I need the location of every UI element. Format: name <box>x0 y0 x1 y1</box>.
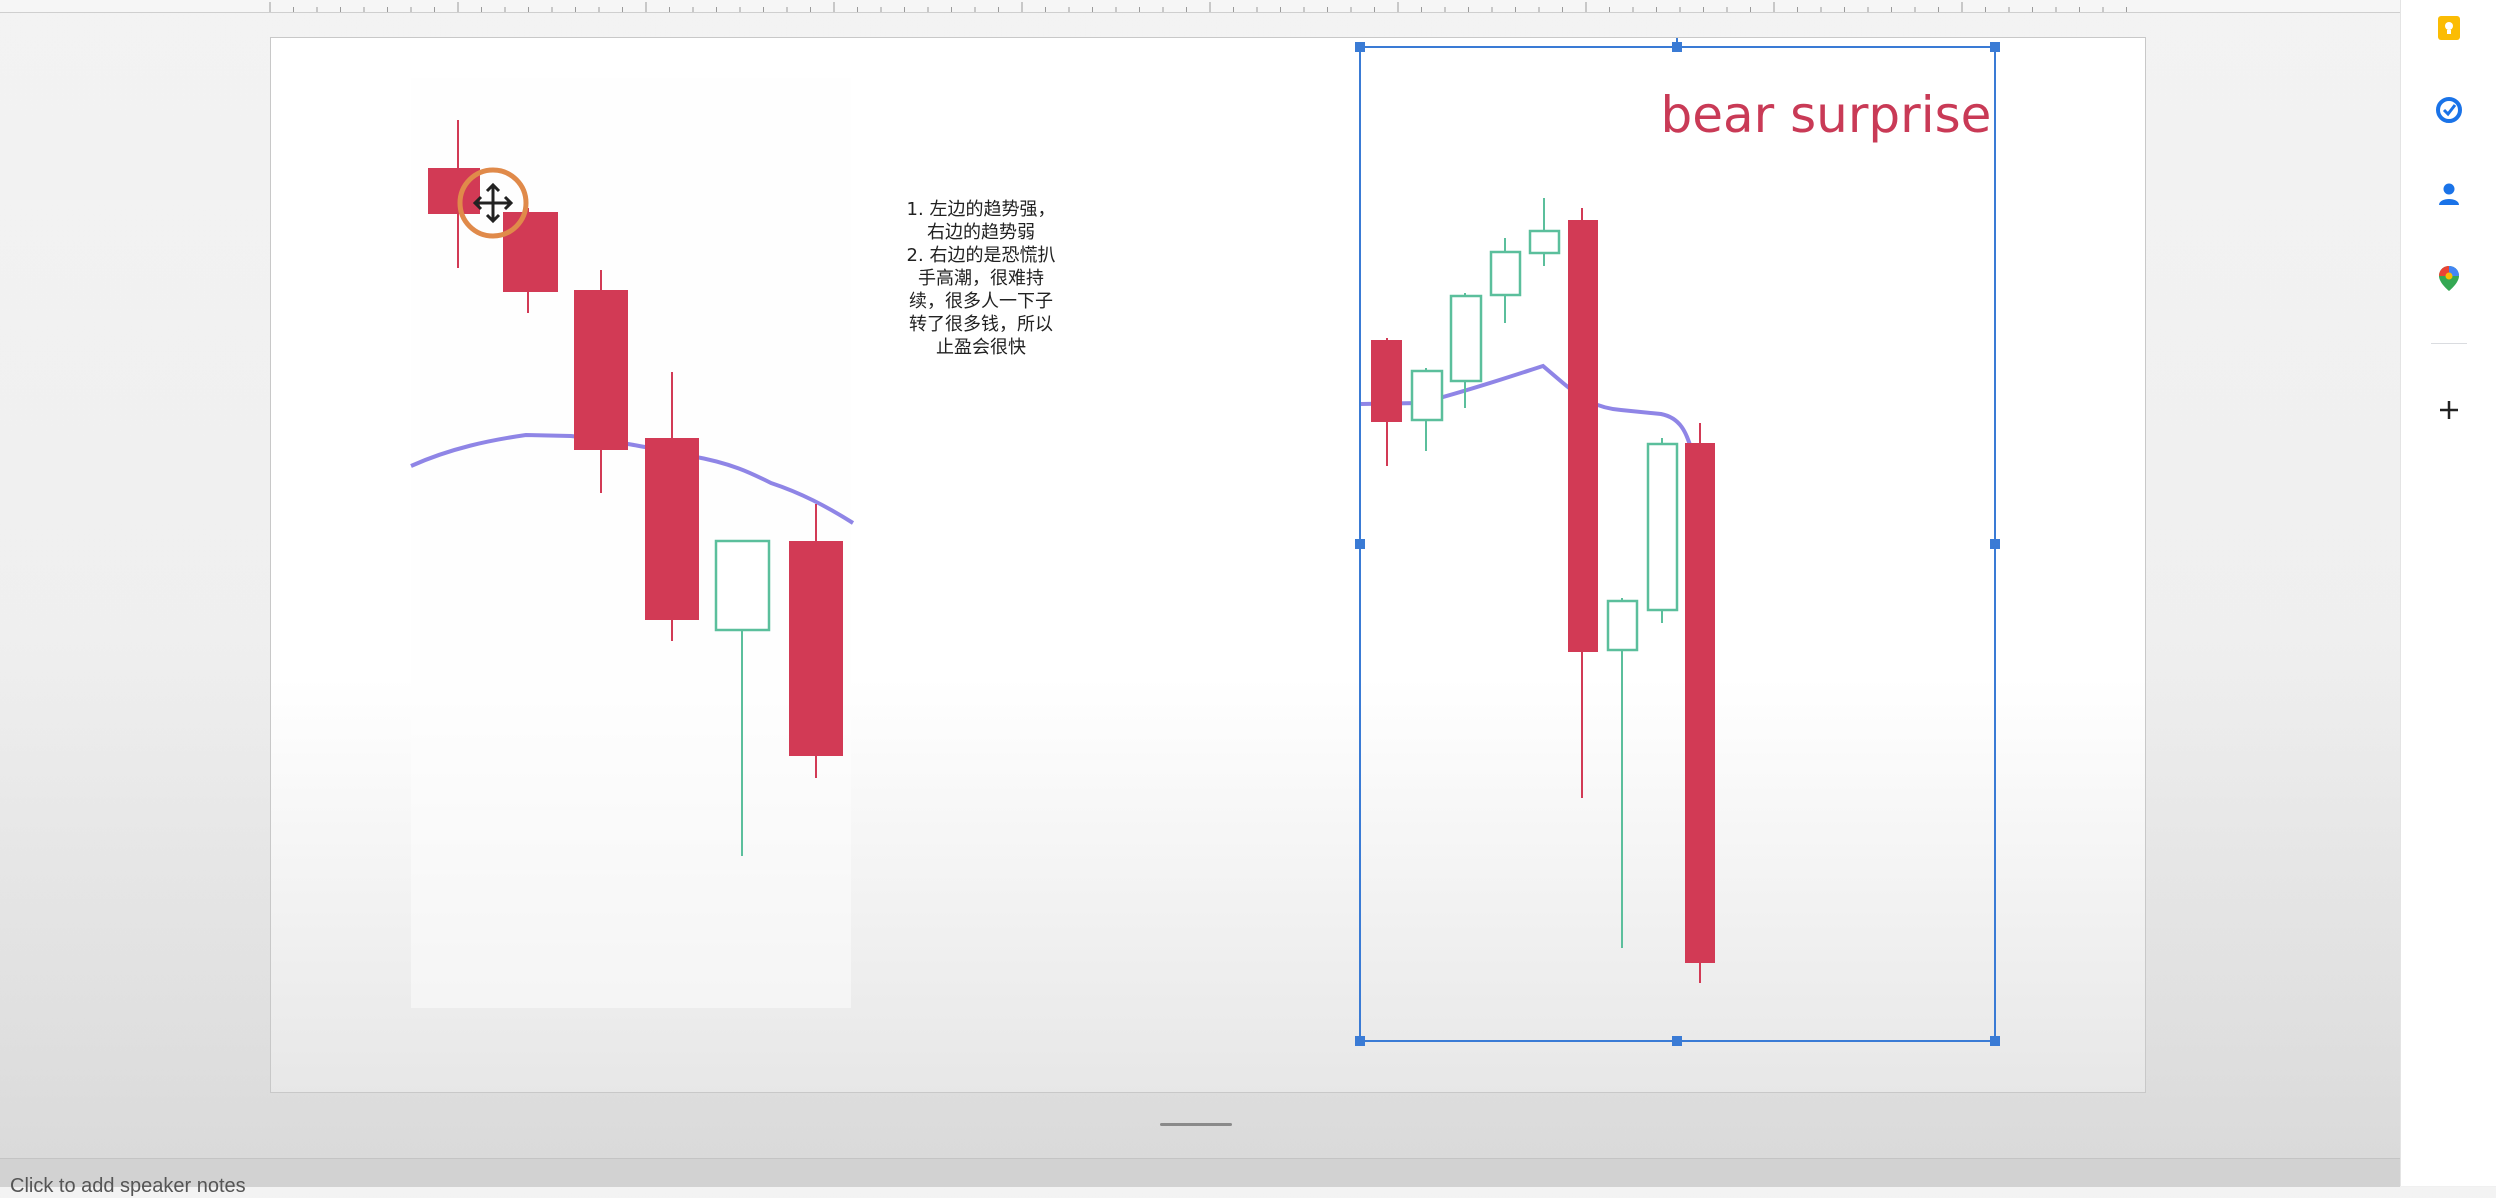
speaker-notes-placeholder[interactable]: Click to add speaker notes <box>10 1175 246 1197</box>
moving-average-line <box>1360 363 1693 449</box>
resize-handle-right[interactable] <box>1990 539 2000 549</box>
contacts-icon[interactable] <box>2429 174 2469 214</box>
side-panel <box>2400 0 2496 1186</box>
bull-candle <box>1489 250 1522 297</box>
keep-icon[interactable] <box>2429 8 2469 48</box>
bear-candle <box>1685 443 1715 963</box>
bear-candle <box>1568 220 1598 652</box>
resize-handle-bottom[interactable] <box>1672 1036 1682 1046</box>
left-chart-background <box>411 78 851 1008</box>
maps-icon[interactable] <box>2429 258 2469 298</box>
resize-handle-bottom-right[interactable] <box>1990 1036 2000 1046</box>
bull-candle <box>1646 442 1679 612</box>
resize-handle-bottom-left[interactable] <box>1355 1036 1365 1046</box>
chart-image-title: bear surprise <box>1660 86 1992 144</box>
slide-editor: 1. 左边的趋势强， 右边的趋势弱 2. 右边的是恐慌扒 手高潮，很难持 续，很… <box>0 0 2400 1197</box>
cursor-highlight <box>457 167 529 239</box>
side-panel-divider <box>2431 343 2467 344</box>
slide-text-box[interactable]: 1. 左边的趋势强， 右边的趋势弱 2. 右边的是恐慌扒 手高潮，很难持 续，很… <box>906 199 1056 358</box>
bear-candle <box>503 212 558 292</box>
horizontal-ruler[interactable] <box>0 0 2400 13</box>
bear-candle <box>645 438 699 620</box>
bull-candle <box>1449 294 1483 383</box>
resize-handle-top-left[interactable] <box>1355 42 1365 52</box>
notes-resize-handle[interactable] <box>1160 1123 1232 1126</box>
right-chart-image[interactable] <box>1355 38 2000 1046</box>
resize-handle-top-right[interactable] <box>1990 42 2000 52</box>
resize-handle-left[interactable] <box>1355 539 1365 549</box>
add-icon[interactable] <box>2429 390 2469 430</box>
tasks-icon[interactable] <box>2429 90 2469 130</box>
resize-handles[interactable] <box>1355 42 2000 1046</box>
bear-candle <box>574 290 628 450</box>
speaker-notes-area[interactable]: Click to add speaker notes <box>0 1158 2400 1197</box>
move-cursor-icon <box>472 182 514 224</box>
bear-candle <box>1371 340 1402 422</box>
slide-graphics <box>410 38 2000 1046</box>
bull-candle <box>1528 229 1561 255</box>
slide-canvas[interactable]: 1. 左边的趋势强， 右边的趋势弱 2. 右边的是恐慌扒 手高潮，很难持 续，很… <box>270 37 2146 1093</box>
bull-candle <box>1606 599 1639 652</box>
left-chart-image[interactable] <box>410 78 855 1008</box>
bull-candle <box>1410 369 1444 422</box>
ruler-ticks <box>269 2 2127 12</box>
bull-candle <box>714 539 771 632</box>
bear-candle <box>789 541 843 756</box>
cursor-ring <box>457 167 529 239</box>
resize-handle-top[interactable] <box>1672 42 1682 52</box>
